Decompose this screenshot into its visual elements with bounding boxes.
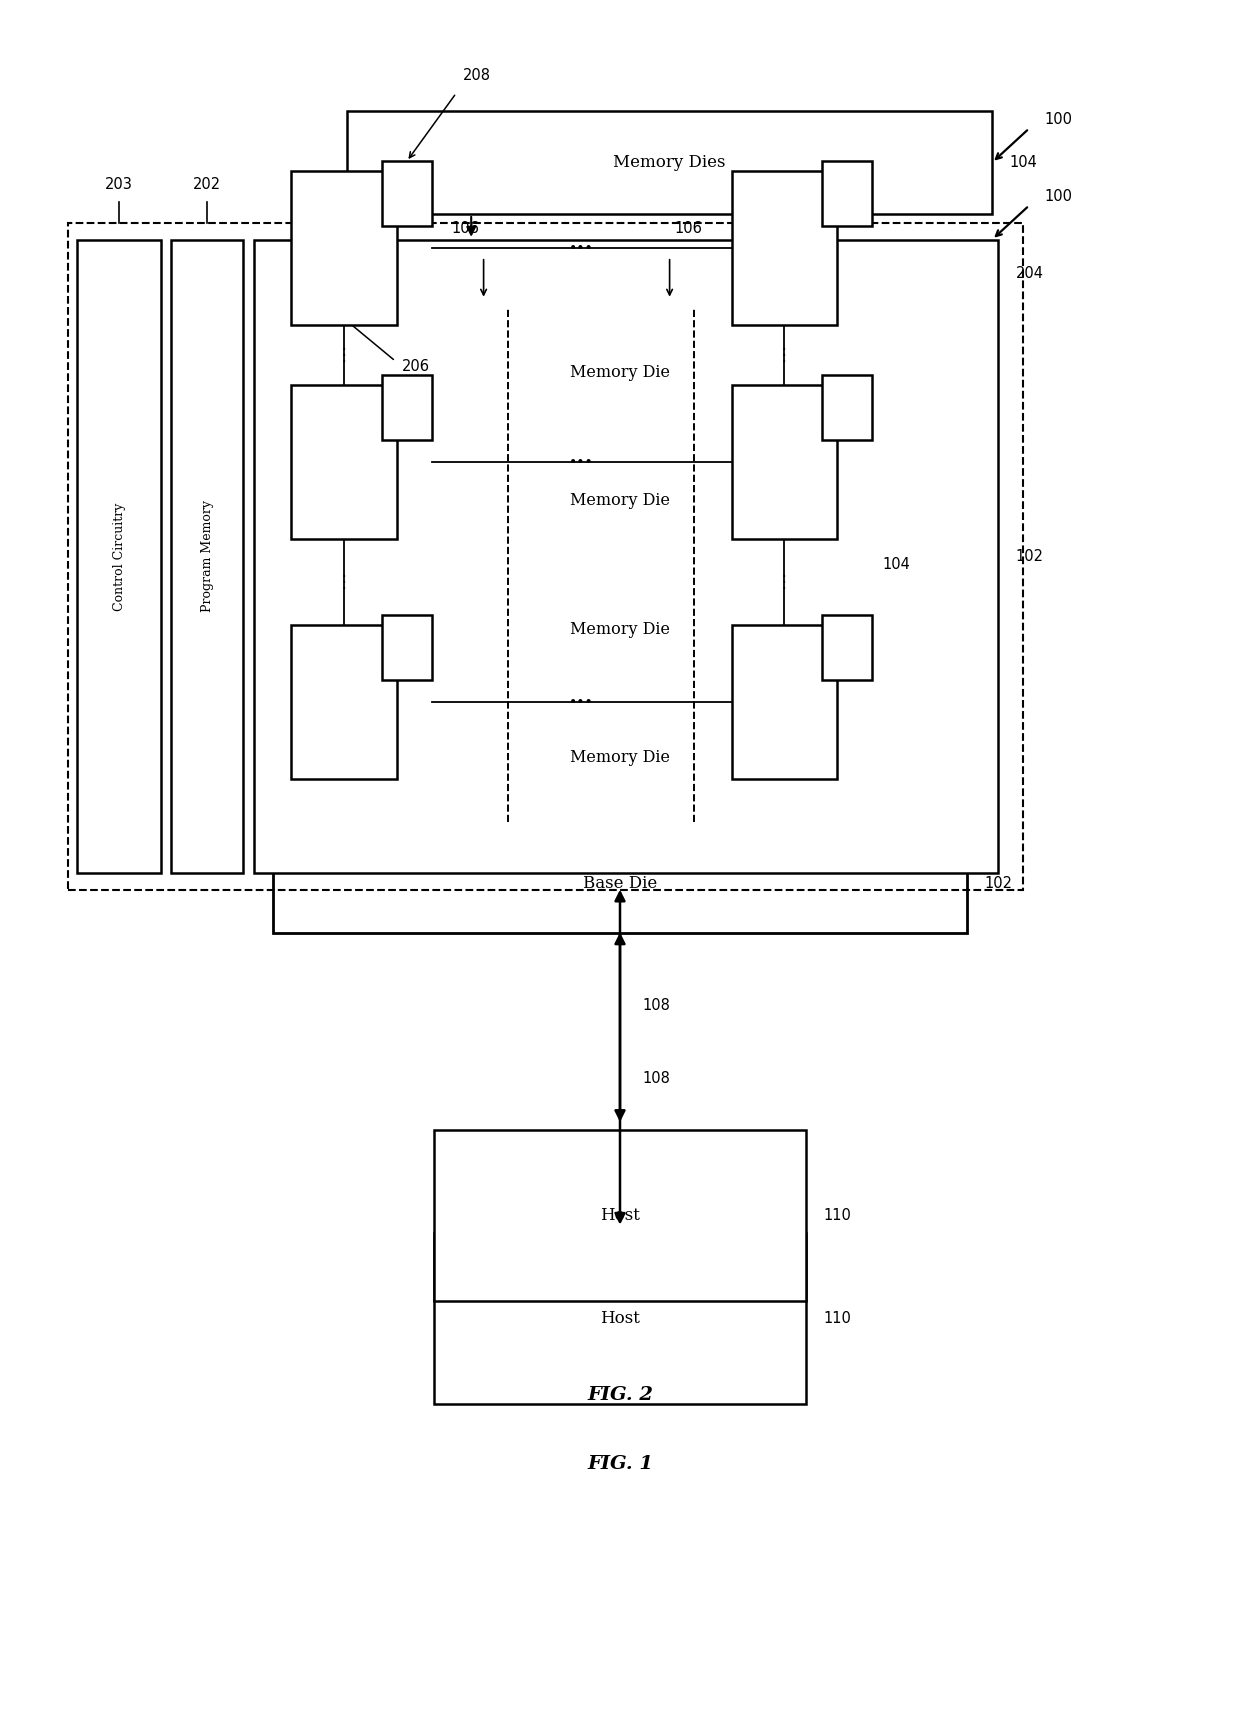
Text: 106: 106 [675,221,702,236]
Text: ⋮: ⋮ [336,346,352,365]
Bar [291,385,397,539]
Text: 203: 203 [105,176,133,192]
Text: Host: Host [600,1207,640,1224]
Text: •••: ••• [569,241,594,255]
Text: ⋮: ⋮ [776,574,792,591]
Text: 208: 208 [463,68,491,82]
Text: 100: 100 [1044,190,1073,204]
Bar [273,834,967,933]
Bar [382,615,432,680]
Text: •••: ••• [569,695,594,709]
Bar [382,375,432,440]
Bar [397,437,843,565]
Text: 102: 102 [1016,550,1044,563]
Text: 104: 104 [883,558,910,572]
Bar [77,240,161,873]
Text: Memory Die: Memory Die [570,750,670,765]
Text: 204: 204 [1016,267,1044,281]
Text: 100: 100 [1044,113,1073,127]
Text: FIG. 1: FIG. 1 [587,1455,653,1472]
Text: ⋮: ⋮ [336,574,352,591]
Text: 108: 108 [642,998,670,1014]
Bar [822,161,872,226]
Text: Control Circuitry: Control Circuitry [113,502,125,611]
Bar [732,625,837,779]
Bar [68,223,1023,890]
Bar [434,1130,806,1301]
Text: Host: Host [600,1310,640,1327]
Text: 206: 206 [402,360,430,373]
Bar [171,240,243,873]
Text: 202: 202 [193,176,221,192]
Text: 104: 104 [1009,156,1037,169]
Bar [382,161,432,226]
Text: 106: 106 [451,221,479,236]
Text: FIG. 2: FIG. 2 [587,1387,653,1404]
Text: Program Memory: Program Memory [201,500,213,613]
Text: ⋮: ⋮ [776,346,792,365]
Bar [732,385,837,539]
Text: Memory Die: Memory Die [570,621,670,637]
Text: Base Die: Base Die [583,875,657,892]
Text: 110: 110 [823,1209,851,1222]
Bar [291,625,397,779]
Bar [822,375,872,440]
Bar [254,240,998,873]
Bar [434,1233,806,1404]
Text: Memory Die: Memory Die [570,365,670,380]
Bar [291,171,397,325]
Text: 102: 102 [985,877,1013,890]
Text: 108: 108 [642,1072,670,1085]
Text: 110: 110 [823,1311,851,1325]
Bar [822,615,872,680]
Bar [397,308,843,437]
Bar [732,171,837,325]
Text: Memory Die: Memory Die [570,493,670,508]
Bar [397,693,843,822]
Bar [397,565,843,693]
Text: Memory Dies: Memory Dies [614,154,725,171]
Text: •••: ••• [569,455,594,469]
Bar [347,111,992,214]
